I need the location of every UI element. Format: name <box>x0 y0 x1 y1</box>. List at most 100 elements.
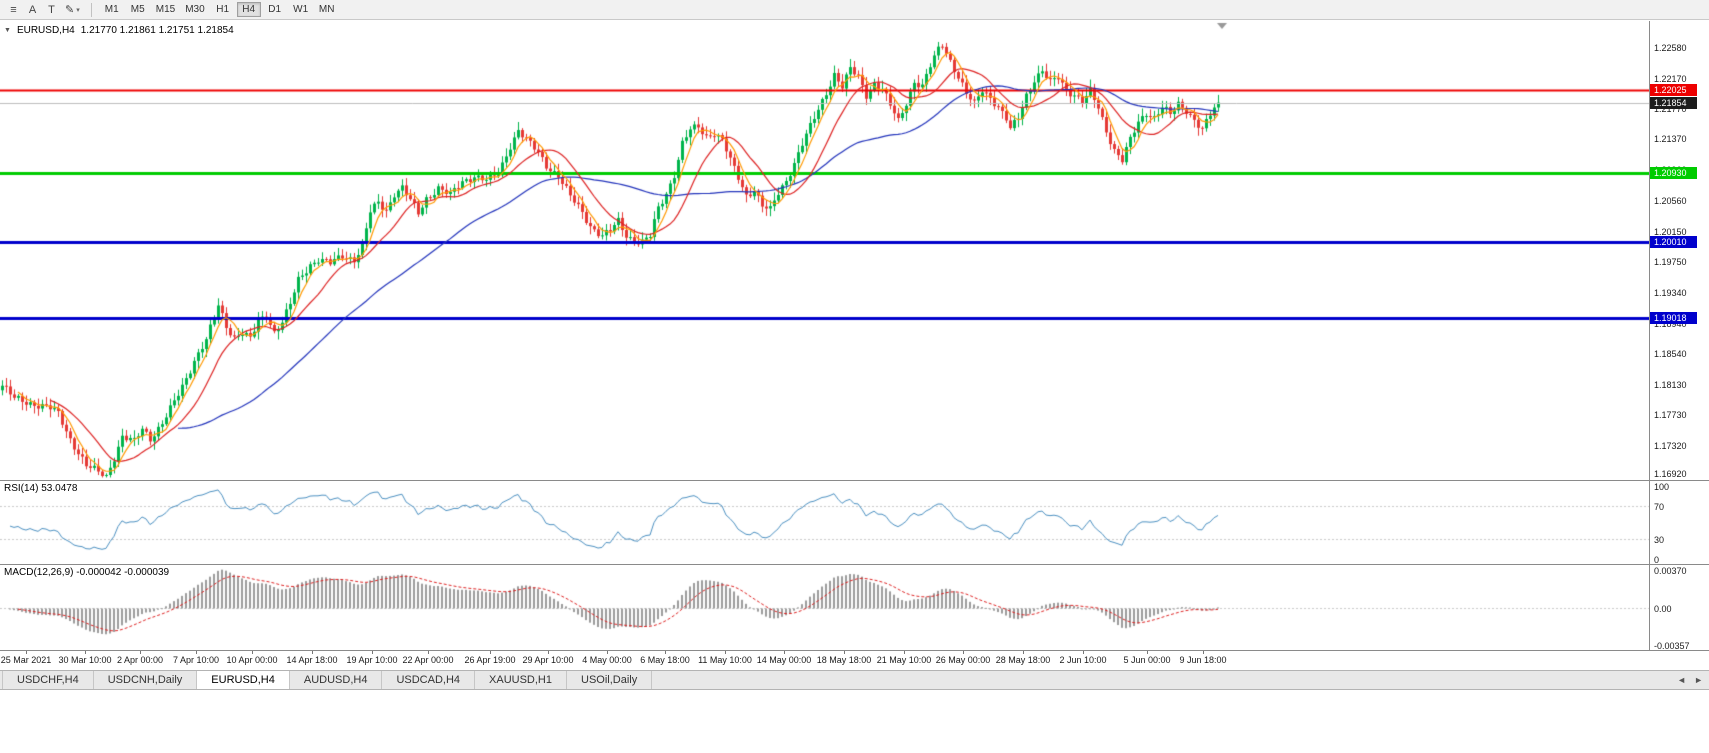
candlestick-chart-canvas[interactable] <box>0 21 1649 479</box>
timeframe-toolbar: M1 M5 M15 M30 H1 H4 D1 W1 MN <box>99 0 340 19</box>
hline-price-tag: 1.22025 <box>1650 83 1697 96</box>
tab-usdcnh-daily[interactable]: USDCNH,Daily <box>93 671 198 689</box>
time-label: 6 May 18:00 <box>640 655 690 665</box>
price-tick: 1.16920 <box>1654 469 1687 479</box>
time-axis-tick <box>26 651 27 654</box>
time-axis-tick <box>196 651 197 654</box>
price-tick: 1.18130 <box>1654 379 1687 390</box>
hline-price-tag: 1.20010 <box>1650 236 1697 249</box>
time-axis-tick <box>963 651 964 654</box>
chart-menu-tool-button[interactable]: ≡ <box>10 3 17 16</box>
time-axis-tick <box>372 651 373 654</box>
chart-window: ▼ EURUSD,H4 1.21770 1.21861 1.21751 1.21… <box>0 21 1709 668</box>
time-axis-tick <box>607 651 608 654</box>
time-label: 9 Jun 18:00 <box>1179 655 1227 665</box>
rsi-level-label: 30 <box>1654 535 1665 546</box>
toolbar-separator <box>90 2 92 17</box>
price-tick: 1.21770 <box>1654 103 1687 114</box>
timeframe-h1-button[interactable]: H1 <box>216 4 230 15</box>
price-tick: 1.19340 <box>1654 288 1687 299</box>
tab-audusd-h4[interactable]: AUDUSD,H4 <box>289 671 383 689</box>
time-label: 2 Jun 10:00 <box>1059 655 1107 665</box>
tab-usdcad-h4[interactable]: USDCAD,H4 <box>382 671 476 689</box>
price-tick: 1.18540 <box>1654 348 1687 359</box>
hline-price-tag: 1.19018 <box>1650 311 1697 324</box>
price-tick: 1.19750 <box>1654 257 1687 268</box>
time-label: 19 Apr 10:00 <box>346 655 398 665</box>
time-label: 10 Apr 00:00 <box>226 655 278 665</box>
time-axis-tick <box>548 651 549 654</box>
macd-pane: MACD(12,26,9) -0.000042 -0.000039 <box>0 564 1649 650</box>
time-label: 30 Mar 10:00 <box>58 655 112 665</box>
time-axis-tick <box>428 651 429 654</box>
price-tick: 1.20150 <box>1654 226 1687 237</box>
tab-scroll-nav: ◄ ► <box>1677 671 1703 689</box>
time-label: 5 Jun 00:00 <box>1123 655 1171 665</box>
timeframe-w1-button[interactable]: W1 <box>293 4 309 15</box>
timeframe-d1-button[interactable]: D1 <box>268 4 282 15</box>
macd-chart-canvas[interactable] <box>0 565 1649 650</box>
time-label: 28 May 18:00 <box>995 655 1051 665</box>
time-axis-tick <box>665 651 666 654</box>
timeframe-m30-button[interactable]: M30 <box>185 4 205 15</box>
time-label: 11 May 10:00 <box>698 655 752 665</box>
rsi-level-label: 100 <box>1654 482 1670 492</box>
timeframe-m1-button[interactable]: M1 <box>104 4 119 15</box>
time-axis-tick <box>140 651 141 654</box>
time-label: 26 May 00:00 <box>935 655 991 665</box>
text-tool-button[interactable]: T <box>48 3 55 16</box>
timeframe-m15-button[interactable]: M15 <box>155 4 176 15</box>
rsi-pane: RSI(14) 53.0478 <box>0 480 1649 564</box>
macd-level-label: 0.00 <box>1654 604 1672 615</box>
time-axis-tick <box>252 651 253 654</box>
tab-eurusd-h4[interactable]: EURUSD,H4 <box>197 671 290 689</box>
tab-usoil-daily[interactable]: USOil,Daily <box>567 671 653 689</box>
macd-level-label: -0.00357 <box>1654 641 1690 650</box>
bid-price-tag: 1.21854 <box>1650 96 1697 109</box>
rsi-level-label: 0 <box>1654 555 1660 564</box>
price-tick: 1.21370 <box>1654 134 1687 145</box>
tabs-scroll-left-icon[interactable]: ◄ <box>1677 675 1687 685</box>
time-axis-tick <box>85 651 86 654</box>
time-label: 14 Apr 18:00 <box>286 655 338 665</box>
time-axis[interactable]: 25 Mar 2021 30 Mar 10:00 2 Apr 00:00 7 Apr … <box>0 650 1709 668</box>
price-tick: 1.17730 <box>1654 410 1687 421</box>
tab-xauusd-h1[interactable]: XAUUSD,H1 <box>475 671 567 689</box>
tabs-scroll-right-icon[interactable]: ► <box>1694 675 1703 685</box>
hline-price-tag: 1.20930 <box>1650 166 1697 179</box>
rsi-axis: 100 70 30 0 <box>1649 480 1709 564</box>
time-label: 2 Apr 00:00 <box>116 655 164 665</box>
time-label: 25 Mar 2021 <box>0 655 52 665</box>
time-axis-tick <box>1023 651 1024 654</box>
timeframe-m5-button[interactable]: M5 <box>130 4 145 15</box>
rsi-chart-canvas[interactable] <box>0 481 1649 564</box>
time-axis-tick <box>1083 651 1084 654</box>
time-axis-tick <box>490 651 491 654</box>
tab-usdchf-h4[interactable]: USDCHF,H4 <box>2 671 94 689</box>
time-axis-tick <box>1147 651 1148 654</box>
macd-axis: 0.00370 0.00 -0.00357 <box>1649 564 1709 650</box>
chart-tabs: USDCHF,H4 USDCNH,Daily EURUSD,H4 AUDUSD,H4 U… <box>2 671 653 689</box>
timeframe-mn-button[interactable]: MN <box>318 4 335 15</box>
time-label: 4 May 00:00 <box>582 655 632 665</box>
time-axis-tick <box>312 651 313 654</box>
draw-tool-button[interactable]: ✎ ▾ <box>65 4 80 16</box>
chart-tab-bar: USDCHF,H4 USDCNH,Daily EURUSD,H4 AUDUSD,H4 U… <box>0 670 1709 690</box>
draw-dropdown-caret[interactable]: ▾ <box>76 6 80 14</box>
time-label: 14 May 00:00 <box>756 655 812 665</box>
macd-level-label: 0.00370 <box>1654 566 1687 576</box>
top-toolbar: ≡ A T ✎ ▾ M1 M5 M15 M30 H1 H4 D1 W1 MN <box>0 0 1709 20</box>
time-axis-tick <box>1203 651 1204 654</box>
price-tick: 1.17320 <box>1654 441 1687 452</box>
price-tick: 1.20560 <box>1654 195 1687 206</box>
time-label: 26 Apr 19:00 <box>464 655 516 665</box>
time-label: 7 Apr 10:00 <box>172 655 220 665</box>
toolbar-tools: ≡ A T ✎ ▾ <box>4 0 84 19</box>
cursor-tool-button[interactable]: A <box>28 3 37 16</box>
price-tick: 1.22170 <box>1654 73 1687 84</box>
price-axis[interactable]: 1.225801.221701.217701.213701.209601.205… <box>1649 21 1709 480</box>
timeframe-h4-button[interactable]: H4 <box>236 2 261 17</box>
time-axis-tick <box>844 651 845 654</box>
price-tick: 1.22580 <box>1654 42 1687 53</box>
